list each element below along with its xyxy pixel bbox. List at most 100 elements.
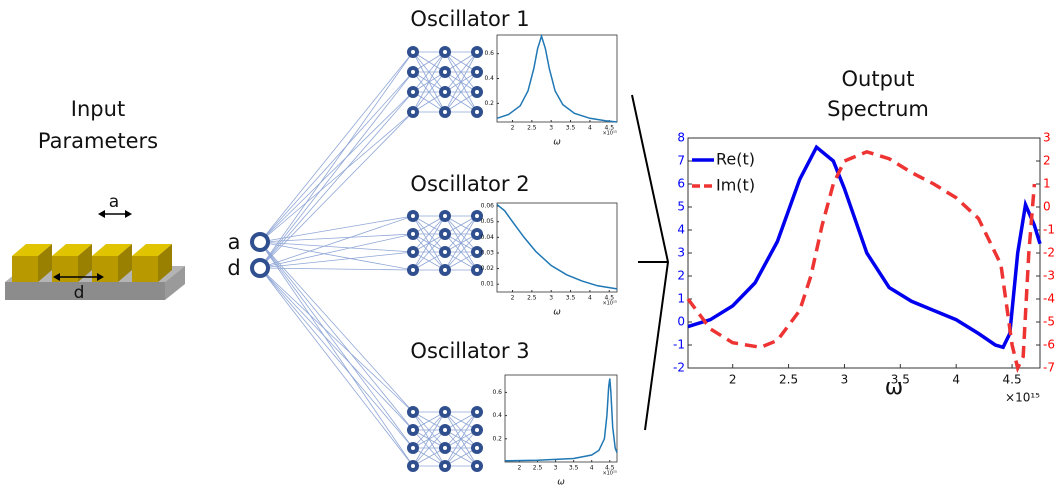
gold-bar-front [92,256,118,282]
neuron-core [411,250,415,254]
x-tick-label: 4.5 [1003,373,1022,387]
y2-tick-label: -4 [1043,292,1055,306]
x-tick-label: 4 [590,465,594,472]
y-tick-label: 2 [677,269,685,283]
connection [260,242,413,448]
gold-bar-front [12,256,38,282]
x-tick-label: 2 [518,465,522,472]
input-title: Input [71,97,125,121]
output-title: Output [842,67,915,91]
connection [260,112,413,242]
y2-tick-label: -2 [1043,246,1055,260]
arrow-head [98,210,105,218]
connection [260,72,413,268]
x-exponent: ×10¹⁵ [602,131,617,137]
y2-tick-label: -5 [1043,315,1055,329]
neuron-core [443,90,447,94]
y-tick-label: 7 [677,154,685,168]
grating [5,244,185,300]
neuron-core [475,268,479,272]
y-tick-label: 0.04 [481,234,495,241]
neuron-core [443,428,447,432]
x-tick-label: 2.5 [533,465,543,472]
y-tick-label: 3 [677,246,685,260]
neuron-core [443,214,447,218]
oscillator-title: Oscillator 1 [410,7,529,31]
y2-tick-label: -7 [1043,361,1055,375]
connection [260,52,413,242]
neuron-core [411,446,415,450]
param-label: a [109,192,119,212]
input-node [252,234,268,250]
neuron-core [475,50,479,54]
neuron-core [443,410,447,414]
neuron-core [475,464,479,468]
y-tick-label: 0.6 [484,50,494,57]
param-label: d [74,283,85,303]
neuron-core [475,250,479,254]
y-tick-label: 0.01 [481,281,495,288]
neuron-core [411,268,415,272]
y-tick-label: 0.2 [492,435,502,442]
y-tick-label: 5 [677,200,685,214]
neuron-core [411,70,415,74]
input-node-label: a [228,230,241,254]
x-tick-label: 2.5 [779,373,798,387]
neuron-core [411,232,415,236]
connection [260,242,413,252]
x-tick-label: 4 [588,125,592,132]
neuron-core [443,446,447,450]
x-tick-label: 2 [729,373,737,387]
neuron-core [443,232,447,236]
neuron-core [443,110,447,114]
x-tick-label: 3 [549,295,553,302]
x-axis-label: ω [553,138,561,148]
x-tick-label: 2 [511,295,515,302]
connection [260,242,413,466]
neuron-core [475,110,479,114]
x-tick-label: 4 [588,295,592,302]
y-tick-label: 0.03 [481,249,495,256]
x-tick-label: 3.5 [566,125,576,132]
x-axis-label: ω [553,308,561,318]
connection [260,72,413,242]
diagram: Input Parameters a d Output Spectrum Osc… [0,0,1056,494]
connection [260,268,413,430]
x-tick-label: 3.5 [566,295,576,302]
neuron-core [411,90,415,94]
y-tick-label: 0.05 [481,218,495,225]
y-tick-label: 6 [677,177,685,191]
y-tick-label: 0.2 [484,100,494,107]
x-exponent: ×10¹⁵ [1005,391,1040,405]
neuron-core [475,410,479,414]
connection [260,242,413,430]
x-tick-label: 3 [841,373,849,387]
y-tick-label: 0.4 [484,75,494,82]
y-tick-label: 0.4 [492,412,502,419]
neuron-core [475,232,479,236]
connection [260,112,413,268]
y-tick-label: -1 [673,338,685,352]
y2-tick-label: -1 [1043,223,1055,237]
y-tick-label: 0.02 [481,265,495,272]
x-tick-label: 2.5 [527,125,537,132]
arrow-head [125,210,132,218]
neuron-core [475,70,479,74]
y-tick-label: 1 [677,292,685,306]
neuron-core [475,90,479,94]
y2-tick-label: 2 [1043,154,1051,168]
x-tick-label: 2.5 [527,295,537,302]
x-axis-label: ω [885,375,903,400]
neuron-core [443,464,447,468]
neuron-core [475,428,479,432]
oscillator-title: Oscillator 2 [410,172,529,196]
x-tick-label: 2 [511,125,515,132]
neuron-core [443,268,447,272]
y-tick-label: 8 [677,131,685,145]
output-title: Spectrum [827,97,929,121]
neuron-core [411,410,415,414]
y-tick-label: 4 [677,223,685,237]
y-tick-label: 0.06 [481,203,495,210]
x-tick-label: 3 [554,465,558,472]
neuron-core [443,70,447,74]
